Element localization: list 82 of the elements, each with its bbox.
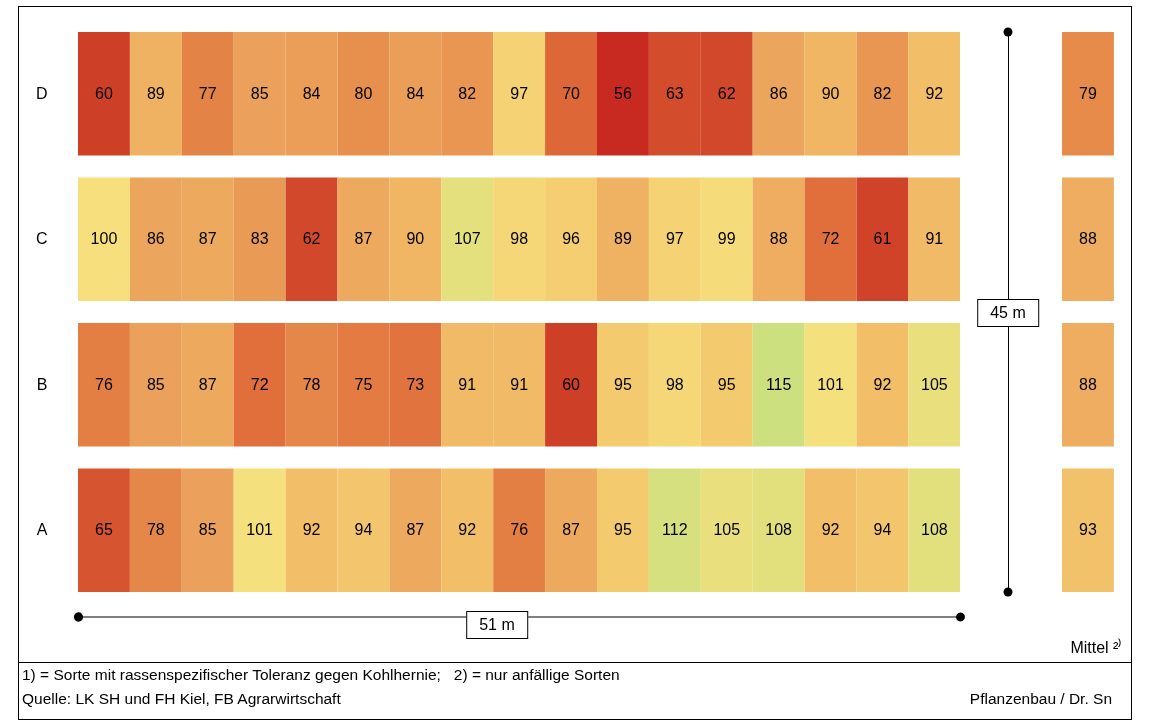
data-label: 86 — [769, 84, 788, 102]
data-label: 87 — [198, 230, 217, 248]
data-label: 95 — [614, 521, 632, 539]
data-label: 83 — [250, 230, 269, 248]
data-label: 77 — [198, 84, 217, 102]
data-label: 100 — [90, 230, 118, 248]
data-label: 96 — [562, 230, 581, 248]
data-label: 101 — [246, 521, 274, 539]
y-tick-label: B — [36, 375, 48, 393]
data-label: 87 — [198, 375, 217, 393]
data-label: 95 — [717, 375, 736, 393]
source-note: Quelle: LK SH und FH Kiel, FB Agrarwirtschaft — [22, 690, 341, 708]
data-label: 97 — [510, 84, 529, 102]
data-label: 89 — [614, 230, 632, 248]
data-label: 60 — [562, 375, 581, 393]
data-label: 115 — [765, 375, 792, 393]
data-label: 101 — [817, 375, 844, 393]
y-tick-label: C — [35, 230, 48, 248]
data-label: 88 — [1079, 375, 1097, 393]
data-label: 112 — [662, 521, 688, 539]
data-label: 75 — [354, 375, 373, 393]
data-label: 94 — [354, 521, 373, 539]
data-label: 89 — [146, 84, 165, 102]
data-label: 95 — [614, 375, 632, 393]
data-label: 85 — [250, 84, 269, 102]
data-label: 97 — [665, 230, 684, 248]
data-label: 76 — [510, 521, 529, 539]
data-label: 94 — [873, 521, 892, 539]
text: Pflanzenbau / Dr. Sn — [969, 690, 1112, 708]
y-tick-label: D — [35, 84, 48, 102]
data-label: 108 — [921, 521, 948, 539]
data-label: 80 — [354, 84, 373, 102]
data-label: 92 — [925, 84, 944, 102]
data-label: 61 — [873, 230, 892, 248]
data-label: 78 — [302, 375, 321, 393]
data-label: 91 — [925, 230, 944, 248]
data-label: 62 — [717, 84, 736, 102]
data-label: 107 — [453, 230, 481, 248]
data-label: 82 — [458, 84, 477, 102]
data-label: 108 — [765, 521, 793, 539]
data-label: 88 — [769, 230, 788, 248]
data-label: 73 — [406, 375, 425, 393]
data-label: 85 — [146, 375, 165, 393]
data-label: 99 — [717, 230, 736, 248]
data-label: 92 — [873, 375, 892, 393]
data-label: 62 — [302, 230, 321, 248]
data-label: 79 — [1079, 84, 1097, 102]
data-label: 56 — [614, 84, 632, 102]
data-label: 93 — [1079, 521, 1097, 539]
data-label: 91 — [510, 375, 529, 393]
text: 45 m — [977, 299, 1039, 327]
data-label: 84 — [406, 84, 425, 102]
data-label: 82 — [873, 84, 892, 102]
data-label: 87 — [562, 521, 581, 539]
data-label: 92 — [458, 521, 477, 539]
text: 51 m — [466, 611, 528, 639]
data-label: 98 — [665, 375, 684, 393]
x-axis-title: Mittel ²⁾ — [1070, 638, 1123, 657]
data-label: 78 — [146, 521, 165, 539]
data-label: 90 — [406, 230, 425, 248]
data-label: 98 — [510, 230, 529, 248]
data-label: 105 — [713, 521, 741, 539]
data-label: 60 — [95, 84, 113, 102]
data-label: 72 — [250, 375, 269, 393]
data-label: 63 — [665, 84, 684, 102]
y-tick-label: A — [36, 521, 48, 539]
data-label: 87 — [406, 521, 425, 539]
data-label: 70 — [562, 84, 581, 102]
data-label: 92 — [821, 521, 840, 539]
data-label: 88 — [1079, 230, 1097, 248]
data-label: 72 — [821, 230, 840, 248]
data-label: 105 — [921, 375, 948, 393]
text: 1) = Sorte mit rassenspezifischer Toleranz gegen Kohlhernie; 2) = nur anfällige Sorten — [22, 666, 620, 684]
data-label: 65 — [95, 521, 113, 539]
data-label: 87 — [354, 230, 373, 248]
data-label: 91 — [458, 375, 477, 393]
data-label: 76 — [95, 375, 113, 393]
data-label: 84 — [302, 84, 321, 102]
data-label: 90 — [821, 84, 840, 102]
data-label: 86 — [146, 230, 165, 248]
data-label: 85 — [198, 521, 217, 539]
data-label: 92 — [302, 521, 321, 539]
